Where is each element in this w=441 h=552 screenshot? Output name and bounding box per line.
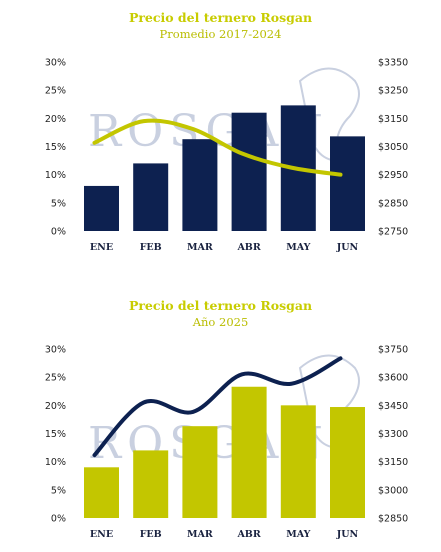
right-tick-label: $3250: [378, 86, 408, 97]
right-tick-label: $2850: [378, 198, 408, 209]
chart-2-plot: ROSGAN0%5%10%15%20%25%30%$2850$3000$3150…: [45, 345, 408, 541]
right-tick-label: $3150: [378, 114, 408, 125]
bull-watermark-icon: [298, 354, 360, 450]
category-label: MAR: [187, 529, 213, 540]
bar: [84, 185, 119, 231]
bar: [330, 407, 365, 518]
right-tick-label: $3750: [378, 345, 408, 356]
bar: [231, 386, 267, 518]
right-tick-label: $3600: [378, 373, 408, 384]
right-tick-label: $2950: [378, 170, 408, 181]
category-label: ABR: [236, 529, 260, 540]
right-tick-label: $2750: [378, 227, 408, 238]
right-tick-label: $2850: [378, 514, 408, 525]
chart-1-title: Precio del ternero Rosgan: [128, 10, 313, 25]
left-tick-label: 15%: [45, 429, 66, 440]
category-label: FEB: [140, 242, 162, 253]
left-tick-label: 30%: [45, 58, 66, 69]
bar: [231, 112, 267, 231]
chart-1-plot: ROSGAN0%5%10%15%20%25%30%$2750$2850$2950…: [45, 58, 408, 254]
bar: [84, 467, 119, 518]
category-label: MAY: [286, 242, 310, 253]
right-tick-label: $3350: [378, 58, 408, 69]
left-tick-label: 25%: [45, 86, 66, 97]
left-tick-label: 20%: [45, 114, 66, 125]
category-label: FEB: [140, 529, 162, 540]
category-label: JUN: [336, 529, 359, 540]
left-tick-label: 5%: [51, 485, 66, 496]
right-tick-label: $3150: [378, 457, 408, 468]
bull-watermark-icon: [298, 67, 360, 163]
chart-2-subtitle: Año 2025: [192, 315, 249, 329]
right-tick-label: $3050: [378, 142, 408, 153]
chart-1: Precio del ternero Rosgan Promedio 2017-…: [0, 0, 441, 270]
left-tick-label: 20%: [45, 401, 66, 412]
left-tick-label: 10%: [45, 170, 66, 181]
left-tick-label: 0%: [51, 227, 66, 238]
bar: [280, 405, 316, 518]
left-tick-label: 15%: [45, 142, 66, 153]
left-tick-label: 0%: [51, 514, 66, 525]
bar: [133, 163, 169, 231]
bar: [182, 139, 218, 231]
category-label: ENE: [90, 529, 113, 540]
line-series: [92, 356, 343, 458]
bar: [330, 136, 365, 231]
left-tick-label: 30%: [45, 345, 66, 356]
category-label: JUN: [336, 242, 359, 253]
chart-2-title: Precio del ternero Rosgan: [128, 298, 313, 313]
chart-2: Precio del ternero Rosgan Año 2025 ROSGA…: [0, 288, 441, 550]
category-label: ABR: [236, 242, 260, 253]
chart-1-subtitle: Promedio 2017-2024: [159, 27, 282, 41]
category-label: MAY: [286, 529, 310, 540]
right-tick-label: $3000: [378, 485, 408, 496]
right-tick-label: $3450: [378, 401, 408, 412]
category-label: ENE: [90, 242, 113, 253]
line-series: [92, 118, 343, 177]
left-tick-label: 10%: [45, 457, 66, 468]
bar: [182, 426, 218, 518]
right-tick-label: $3300: [378, 429, 408, 440]
category-label: MAR: [187, 242, 213, 253]
left-tick-label: 25%: [45, 373, 66, 384]
left-tick-label: 5%: [51, 198, 66, 209]
bar: [133, 450, 169, 518]
